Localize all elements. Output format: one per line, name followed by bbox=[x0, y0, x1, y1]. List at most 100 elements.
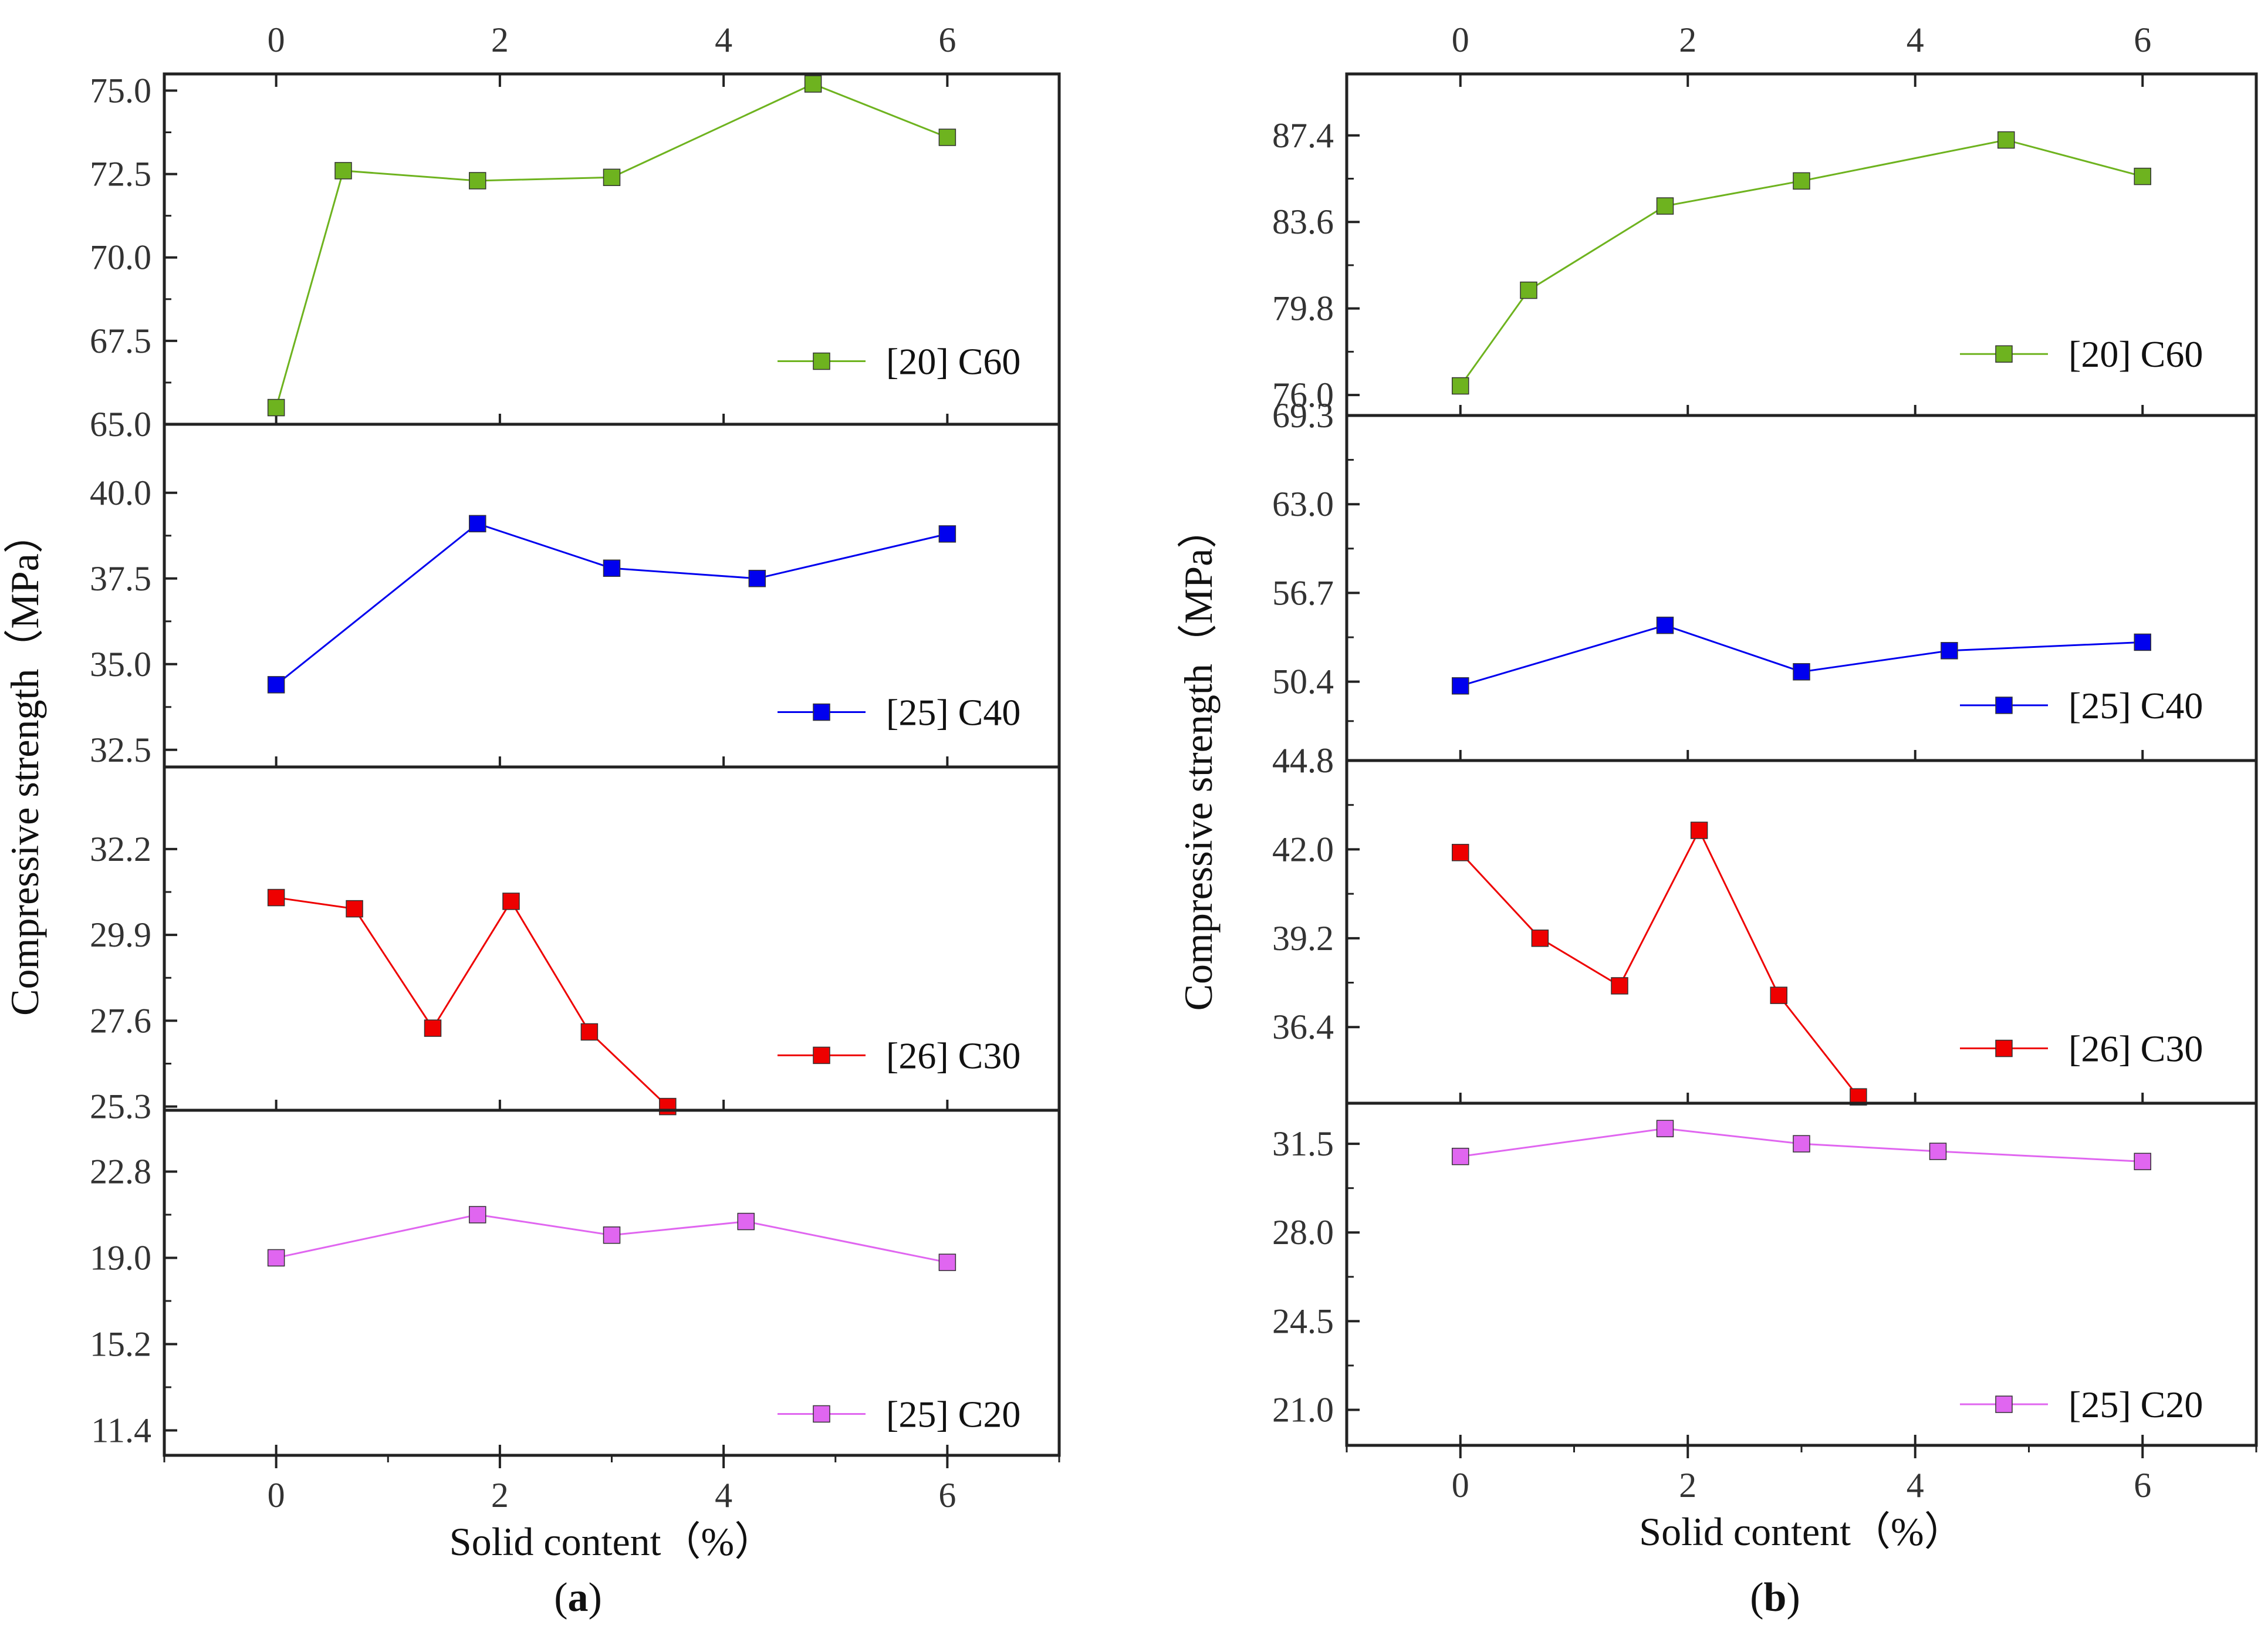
panel-26-c30: 36.4 39.2 42.0 44.8 [26] C30 bbox=[1272, 741, 2258, 1106]
legend-label: [20] C60 bbox=[886, 341, 1020, 383]
y-tick-label: 75.0 bbox=[90, 71, 151, 110]
data-point bbox=[469, 1206, 486, 1224]
caption-open: ( bbox=[554, 1575, 567, 1620]
data-point bbox=[267, 888, 285, 907]
legend-label: [25] C20 bbox=[886, 1393, 1020, 1435]
y-tick-label: 25.3 bbox=[90, 1087, 151, 1126]
bottom-x-tick-label: 2 bbox=[1679, 1466, 1696, 1505]
y-tick-label: 50.4 bbox=[1272, 663, 1334, 701]
y-tick-label: 31.5 bbox=[1272, 1124, 1334, 1163]
series-line bbox=[1459, 828, 1860, 1098]
data-point bbox=[1793, 172, 1810, 190]
data-point bbox=[804, 75, 822, 93]
panel-20-c60: 76.0 79.8 83.6 87.4 [20] C60 bbox=[1272, 72, 2258, 417]
y-tick-label: 65.0 bbox=[90, 405, 151, 444]
data-point bbox=[469, 515, 486, 533]
y-tick-label: 29.9 bbox=[90, 915, 151, 954]
y-tick-label: 39.2 bbox=[1272, 919, 1334, 958]
data-point bbox=[2134, 1153, 2151, 1171]
series-line bbox=[1459, 138, 2143, 387]
data-point bbox=[1656, 616, 1674, 634]
data-point bbox=[1793, 1135, 1810, 1153]
legend-label: [20] C60 bbox=[2068, 333, 2203, 375]
data-point bbox=[1656, 1120, 1674, 1137]
bottom-x-tick-label: 4 bbox=[715, 1476, 732, 1515]
caption-letter: b bbox=[1764, 1575, 1787, 1620]
y-tick-label: 22.8 bbox=[90, 1152, 151, 1191]
legend-label: [26] C30 bbox=[886, 1035, 1020, 1076]
bottom-x-tick-label: 0 bbox=[1452, 1466, 1469, 1505]
legend-marker bbox=[1995, 1395, 2013, 1413]
data-point bbox=[1770, 986, 1787, 1004]
y-tick-label: 83.6 bbox=[1272, 202, 1334, 241]
y-tick-label: 87.4 bbox=[1272, 116, 1334, 155]
top-x-tick-label: 4 bbox=[715, 21, 732, 59]
y-tick-label: 11.4 bbox=[91, 1411, 151, 1449]
chart-b: 76.0 79.8 83.6 87.4 [20] C60 44.8 50.4 56.7 63.0… bbox=[1176, 21, 2258, 1620]
legend-marker bbox=[1995, 697, 2013, 714]
bottom-x-tick-label: 4 bbox=[1907, 1466, 1924, 1505]
data-point bbox=[2134, 633, 2151, 651]
y-tick-label: 76.0 bbox=[1272, 376, 1334, 414]
legend-label: [25] C40 bbox=[2068, 685, 2203, 726]
bottom-x-tick-label: 0 bbox=[268, 1476, 285, 1515]
y-tick-label: 70.0 bbox=[90, 238, 151, 277]
y-tick-label: 15.2 bbox=[90, 1324, 151, 1363]
data-point bbox=[2134, 167, 2151, 185]
top-x-tick-label: 6 bbox=[938, 21, 956, 59]
y-tick-label: 35.0 bbox=[90, 645, 151, 684]
data-point bbox=[334, 162, 352, 180]
chart-a: 65.0 67.5 70.0 72.5 75.0 [20] C60 32.5 35.0 37.5… bbox=[2, 21, 1061, 1620]
data-point bbox=[1997, 131, 2015, 149]
bottom-x-tick-label: 6 bbox=[2134, 1466, 2151, 1505]
data-point bbox=[267, 1249, 285, 1267]
x-axis-title: Solid content（%） bbox=[1639, 1509, 1963, 1554]
data-point bbox=[267, 676, 285, 694]
data-point bbox=[938, 1253, 956, 1271]
data-point bbox=[1452, 677, 1469, 695]
data-point bbox=[1611, 977, 1628, 995]
caption-close: ) bbox=[1786, 1575, 1800, 1620]
data-point bbox=[1793, 663, 1810, 681]
data-point bbox=[938, 525, 956, 543]
legend-marker bbox=[1995, 345, 2013, 363]
data-point bbox=[938, 129, 956, 146]
x-axis-title: Solid content（%） bbox=[449, 1519, 774, 1564]
data-point bbox=[1452, 377, 1469, 395]
legend-marker bbox=[813, 1046, 830, 1064]
data-point bbox=[469, 172, 486, 190]
y-tick-label: 21.0 bbox=[1272, 1391, 1334, 1430]
y-tick-label: 28.0 bbox=[1272, 1213, 1334, 1252]
y-tick-label: 44.8 bbox=[1272, 741, 1334, 780]
data-point bbox=[1531, 930, 1549, 947]
top-x-tick-label: 6 bbox=[2134, 21, 2151, 59]
data-point bbox=[603, 1226, 621, 1244]
panel-25-c40: 32.5 35.0 37.5 40.0 [25] C40 bbox=[90, 423, 1061, 769]
data-point bbox=[1690, 822, 1708, 839]
panel-20-c60: 65.0 67.5 70.0 72.5 75.0 [20] C60 bbox=[90, 71, 1061, 444]
legend-marker bbox=[1995, 1039, 2013, 1057]
legend-label: [26] C30 bbox=[2068, 1028, 2203, 1070]
top-x-tick-label: 0 bbox=[1452, 21, 1469, 59]
y-tick-label: 40.0 bbox=[90, 474, 151, 512]
figure-caption: (b) bbox=[1750, 1575, 1800, 1620]
data-point bbox=[1941, 642, 1958, 660]
panel-25-c20: 21.0 24.5 28.0 31.5 [25] C20 bbox=[1272, 1101, 2258, 1447]
bottom-x-tick-label: 6 bbox=[938, 1476, 956, 1515]
data-point bbox=[580, 1023, 599, 1041]
y-tick-label: 19.0 bbox=[90, 1238, 151, 1277]
y-tick-label: 27.6 bbox=[90, 1001, 151, 1040]
data-point bbox=[267, 398, 285, 417]
y-tick-label: 72.5 bbox=[90, 155, 151, 194]
data-point bbox=[1929, 1143, 1947, 1160]
y-tick-label: 67.5 bbox=[90, 322, 151, 360]
y-axis-title: Compressive strength（MPa） bbox=[1176, 509, 1221, 1011]
series-line bbox=[276, 897, 668, 1107]
data-point bbox=[603, 168, 621, 187]
data-point bbox=[1656, 197, 1674, 215]
caption-letter: a bbox=[568, 1575, 589, 1620]
data-point bbox=[748, 570, 766, 587]
legend-marker bbox=[813, 1405, 830, 1423]
series-line bbox=[275, 83, 948, 408]
y-tick-label: 24.5 bbox=[1272, 1302, 1334, 1340]
